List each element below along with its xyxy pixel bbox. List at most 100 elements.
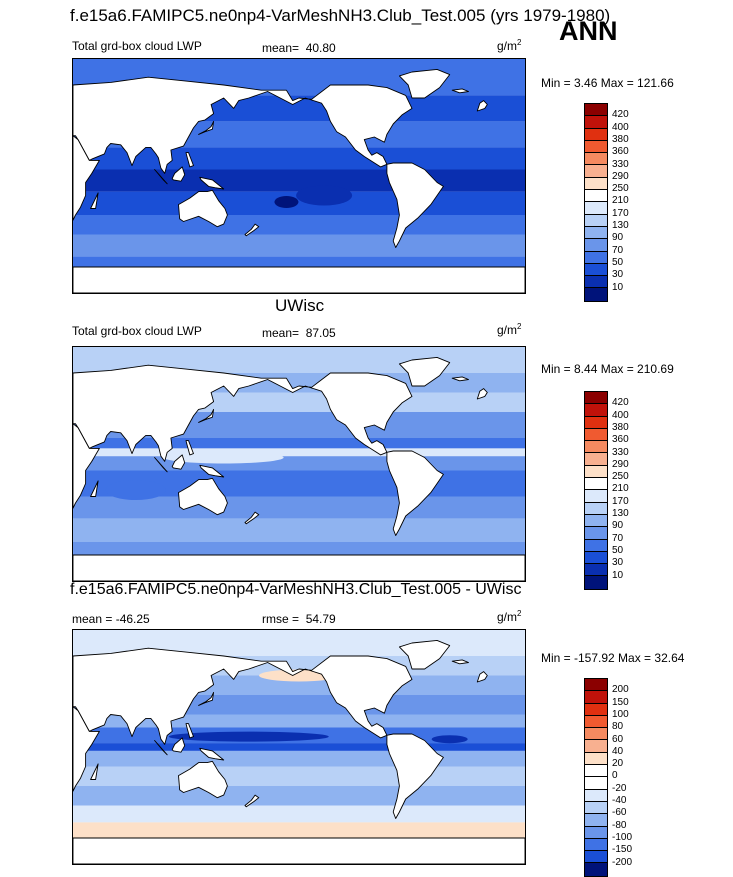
colorbar-tick-label: 170	[612, 495, 629, 507]
colorbar-swatch	[585, 392, 607, 405]
continent-outline	[198, 691, 215, 706]
map-panel-test	[72, 58, 526, 294]
colorbar-swatch	[585, 465, 607, 479]
colorbar-swatch	[585, 276, 607, 289]
continent-outline	[451, 376, 469, 382]
colorbar-swatch	[585, 691, 607, 704]
ocean-band	[73, 750, 525, 767]
colorbar-tick-label: 50	[612, 544, 624, 556]
continent-outline	[476, 671, 488, 683]
map-panel-control	[72, 346, 526, 582]
continent-outline	[73, 266, 525, 293]
panel1-var-label: Total grd-box cloud LWP	[72, 39, 202, 53]
panel1-minmax: Min = 3.46 Max = 121.66	[541, 76, 674, 90]
continent-outline	[171, 166, 186, 182]
colorbar-tick-label: 100	[612, 708, 629, 720]
colorbar-tick-label: 80	[612, 721, 624, 733]
colorbar-tick-label: 250	[612, 183, 629, 195]
continent-outline	[199, 464, 225, 478]
colorbar-tick-label: 60	[612, 733, 624, 745]
continent-outline	[185, 723, 194, 739]
colorbar-tick-label: 170	[612, 207, 629, 219]
colorbar-swatch	[585, 202, 607, 215]
continent-outline	[185, 152, 194, 168]
colorbar-tick-label: 360	[612, 146, 629, 158]
continent-outline	[178, 760, 228, 799]
colorbar-tick-label: 380	[612, 133, 629, 145]
colorbar-swatch	[585, 777, 607, 790]
colorbar-swatch	[585, 251, 607, 264]
colorbar-tick-label: 130	[612, 508, 629, 519]
continent-outline	[73, 135, 100, 221]
colorbar-swatch	[585, 140, 607, 154]
plot-title: f.e15a6.FAMIPC5.ne0np4-VarMeshNH3.Club_T…	[70, 6, 611, 25]
colorbar-swatch	[585, 404, 607, 417]
panel1-units: g/m2	[497, 38, 522, 53]
colorbar-swatch	[585, 226, 607, 240]
colorbar-swatch	[585, 128, 607, 141]
colorbar-tick-label: 360	[612, 434, 629, 446]
colorbar-tick-label: 400	[612, 121, 629, 133]
colorbar-swatch	[585, 116, 607, 129]
colorbar-tick-label: 130	[612, 220, 629, 231]
continent-outline	[199, 747, 225, 761]
itcz-band	[163, 451, 284, 464]
ocean-band	[73, 456, 525, 471]
continent-outline	[386, 733, 444, 819]
colorbar-swatch	[585, 288, 607, 301]
colorbar-tick-label: 40	[612, 745, 624, 757]
panel3-units: g/m2	[497, 609, 522, 624]
indian-ocean-region	[105, 480, 166, 500]
colorbar-tick-label: 290	[612, 170, 629, 182]
colorbar-tick-label: 50	[612, 256, 624, 268]
continent-outline	[476, 100, 488, 112]
continent-outline	[171, 454, 186, 470]
colorbar-tick-label: 210	[612, 483, 629, 495]
continent-outline	[476, 388, 488, 400]
colorbar-tick-label: -80	[612, 819, 627, 831]
colorbar-tick-label: -40	[612, 795, 627, 806]
colorbar-swatch	[585, 502, 607, 515]
colorbar-control	[584, 391, 608, 590]
colorbar-tick-label: -20	[612, 782, 627, 794]
colorbar-tick-label: 330	[612, 158, 629, 170]
colorbar-swatch	[585, 851, 607, 864]
continent-outline	[73, 837, 525, 864]
colorbar-tick-label: 10	[612, 281, 624, 293]
colorbar-tick-label: 90	[612, 520, 624, 532]
season-label: ANN	[559, 16, 618, 46]
panel2-units: g/m2	[497, 322, 522, 337]
continent-outline	[73, 554, 525, 581]
colorbar-swatch	[585, 428, 607, 442]
continent-outline	[73, 364, 413, 462]
continent-outline	[244, 223, 260, 237]
colorbar-swatch	[585, 703, 607, 716]
colorbar-swatch	[585, 263, 607, 277]
colorbar-swatch	[585, 679, 607, 692]
panel3-rmse: rmse = 54.79	[262, 612, 336, 626]
continent-outline	[185, 440, 194, 456]
colorbar-tick-label: 250	[612, 471, 629, 483]
colorbar-test	[584, 103, 608, 302]
colorbar-swatch	[585, 239, 607, 252]
continent-outline	[198, 408, 215, 423]
continent-outline	[199, 176, 225, 190]
colorbar-swatch	[585, 814, 607, 827]
continent-outline	[451, 88, 469, 94]
continent-outline	[73, 423, 100, 509]
colorbar-swatch	[585, 104, 607, 117]
colorbar-tick-label: -150	[612, 844, 633, 856]
colorbar-swatch	[585, 453, 607, 466]
colorbar-swatch	[585, 863, 607, 876]
colorbar-tick-label: 90	[612, 232, 624, 244]
ocean-band	[73, 518, 525, 542]
colorbar-tick-label: 70	[612, 532, 624, 544]
continent-outline	[90, 480, 99, 497]
continent-outline	[398, 356, 451, 387]
colorbar-tick-label: 420	[612, 109, 629, 121]
ocean-band	[73, 448, 525, 457]
continent-outline	[198, 120, 215, 135]
continent-outline	[154, 169, 168, 185]
continent-outline	[90, 763, 99, 780]
colorbar-swatch	[585, 441, 607, 454]
